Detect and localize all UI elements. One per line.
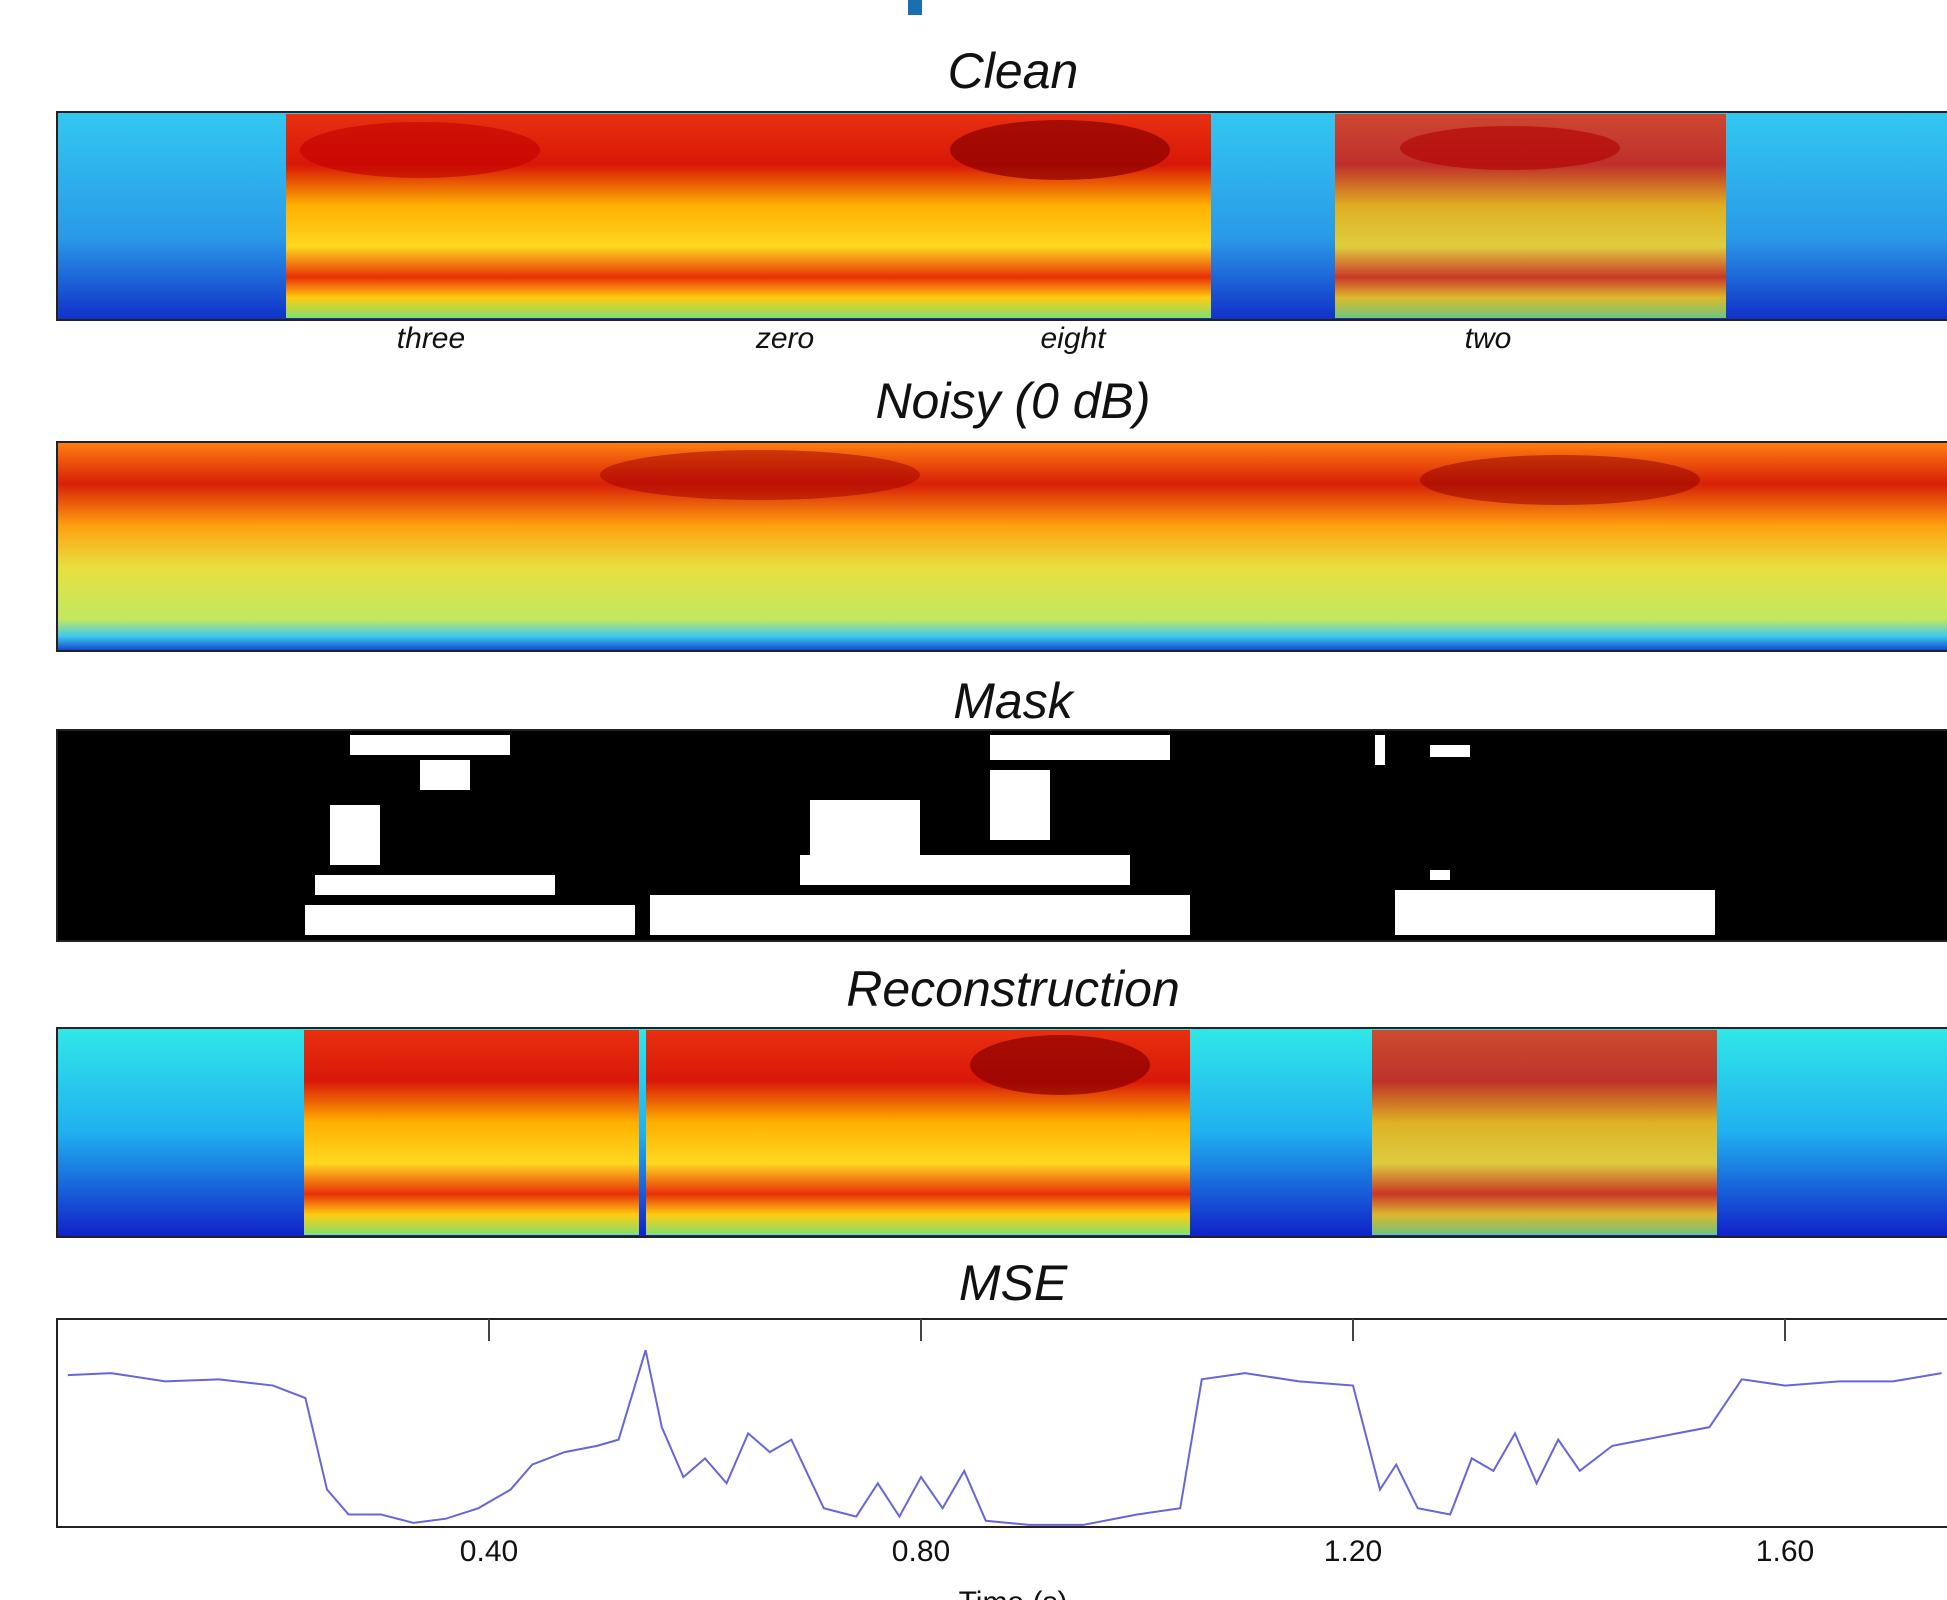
energy-blob [1400, 126, 1620, 170]
x-tick-label: 1.60 [1756, 1535, 1814, 1568]
panel-title: Clean [948, 43, 1079, 99]
plot-area [56, 1318, 1947, 1528]
x-tick-label: 1.20 [1324, 1535, 1382, 1568]
panel-title: Mask [953, 673, 1075, 729]
reconstruction-speech [304, 1030, 639, 1235]
chart-title: MSE [959, 1255, 1068, 1311]
word-label: zero [755, 322, 814, 355]
word-label: two [1465, 322, 1512, 355]
panel-title: Reconstruction [846, 961, 1180, 1017]
energy-blob [950, 120, 1170, 180]
word-label: eight [1040, 322, 1107, 355]
mse-line [67, 1349, 1942, 1526]
energy-blob [300, 122, 540, 178]
x-axis-label: Time (s) [959, 1586, 1068, 1600]
energy-blob [970, 1035, 1150, 1095]
energy-blob [1420, 455, 1700, 505]
energy-blob [600, 450, 920, 500]
panel-title: Noisy (0 dB) [875, 373, 1150, 429]
mask-cells [305, 735, 1715, 935]
x-tick-label: 0.40 [460, 1535, 518, 1568]
word-label: three [397, 322, 465, 355]
reconstruction-speech [1372, 1030, 1717, 1235]
header-mark [908, 0, 922, 15]
x-tick-label: 0.80 [892, 1535, 950, 1568]
